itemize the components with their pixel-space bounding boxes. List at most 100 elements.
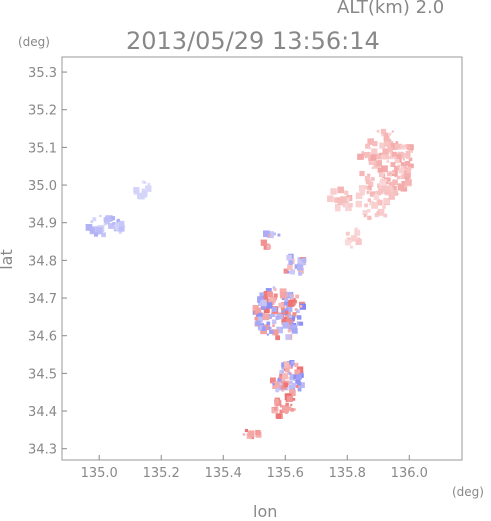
radar-point: [383, 197, 390, 205]
radar-point: [402, 153, 407, 158]
radar-point: [275, 315, 280, 320]
radar-point: [387, 187, 394, 194]
radar-point: [379, 142, 386, 149]
radar-point: [285, 402, 289, 407]
radar-point: [391, 171, 395, 174]
radar-point: [295, 294, 300, 299]
radar-point: [266, 231, 274, 239]
radar-point: [287, 395, 294, 402]
radar-point: [89, 228, 95, 234]
radar-point: [381, 154, 385, 159]
radar-point: [85, 224, 93, 231]
radar-point: [254, 316, 258, 321]
radar-point: [302, 261, 307, 266]
radar-point: [409, 163, 414, 169]
radar-point: [273, 232, 276, 236]
radar-point: [367, 173, 371, 177]
radar-point: [263, 290, 270, 297]
radar-point: [400, 162, 405, 167]
radar-point: [370, 154, 377, 161]
radar-point: [263, 230, 270, 238]
radar-point: [255, 429, 261, 436]
radar-point: [348, 196, 351, 200]
radar-point: [119, 221, 125, 227]
radar-point: [281, 362, 287, 368]
radar-point: [259, 292, 264, 297]
radar-point: [367, 138, 374, 145]
radar-point: [391, 151, 397, 157]
radar-point: [276, 326, 283, 334]
radar-point: [90, 220, 94, 224]
radar-point: [285, 367, 290, 373]
radar-point: [287, 371, 291, 375]
radar-point: [367, 198, 371, 202]
radar-point: [103, 222, 107, 226]
radar-point: [361, 151, 365, 154]
radar-point: [261, 326, 267, 331]
radar-point: [384, 132, 389, 137]
radar-point: [268, 326, 271, 329]
radar-point: [286, 254, 292, 261]
radar-point: [283, 268, 289, 274]
radar-point: [397, 164, 401, 168]
radar-point: [390, 143, 398, 150]
radar-point: [281, 377, 286, 382]
radar-point: [388, 132, 392, 136]
radar-point: [290, 403, 293, 406]
radar-point: [389, 172, 392, 175]
radar-point: [287, 325, 291, 329]
radar-point: [392, 190, 398, 196]
radar-point: [377, 183, 380, 186]
radar-point: [408, 146, 411, 149]
radar-point: [244, 428, 249, 433]
radar-point: [292, 397, 296, 401]
radar-point: [405, 165, 409, 168]
radar-point: [272, 329, 279, 336]
radar-point: [278, 302, 284, 308]
radar-point: [273, 407, 277, 411]
radar-point: [287, 329, 291, 333]
radar-point: [265, 302, 273, 309]
radar-point: [105, 221, 109, 225]
radar-point: [372, 141, 378, 147]
radar-point: [286, 305, 293, 312]
radar-point: [262, 313, 270, 321]
radar-point: [391, 170, 398, 177]
radar-point: [266, 333, 269, 336]
radar-point: [287, 271, 290, 274]
altitude-label: ALT(km) 2.0: [337, 0, 445, 18]
radar-point: [382, 148, 389, 155]
radar-point: [272, 324, 275, 327]
radar-point: [118, 226, 124, 232]
radar-point: [252, 305, 259, 312]
radar-point: [355, 200, 363, 208]
radar-point: [380, 178, 384, 182]
radar-point: [376, 129, 380, 133]
radar-point: [114, 223, 121, 230]
radar-point: [295, 384, 299, 388]
radar-point: [291, 321, 294, 324]
radar-point: [293, 374, 298, 379]
radar-point: [290, 361, 295, 365]
radar-point: [406, 168, 411, 173]
radar-point: [369, 191, 376, 197]
radar-point: [361, 152, 366, 157]
radar-point: [334, 197, 340, 203]
radar-point: [277, 233, 281, 237]
radar-point: [276, 413, 282, 419]
radar-point: [297, 263, 300, 267]
y-tick-label: 35.1: [28, 141, 57, 156]
axis-ticks: 135.0 135.2 135.4 135.6 135.8 136.0 34.3 34.4 34…: [28, 66, 428, 481]
radar-point: [242, 433, 246, 436]
radar-point: [285, 334, 291, 340]
radar-point: [108, 217, 112, 221]
radar-point: [371, 201, 379, 209]
y-tick-label: 34.9: [28, 217, 57, 232]
radar-point: [368, 182, 372, 186]
radar-point: [388, 138, 392, 142]
radar-point: [257, 296, 264, 303]
radar-point: [351, 236, 356, 242]
radar-point: [382, 205, 386, 209]
radar-point: [292, 312, 297, 317]
x-axis-label: lon: [253, 502, 278, 521]
